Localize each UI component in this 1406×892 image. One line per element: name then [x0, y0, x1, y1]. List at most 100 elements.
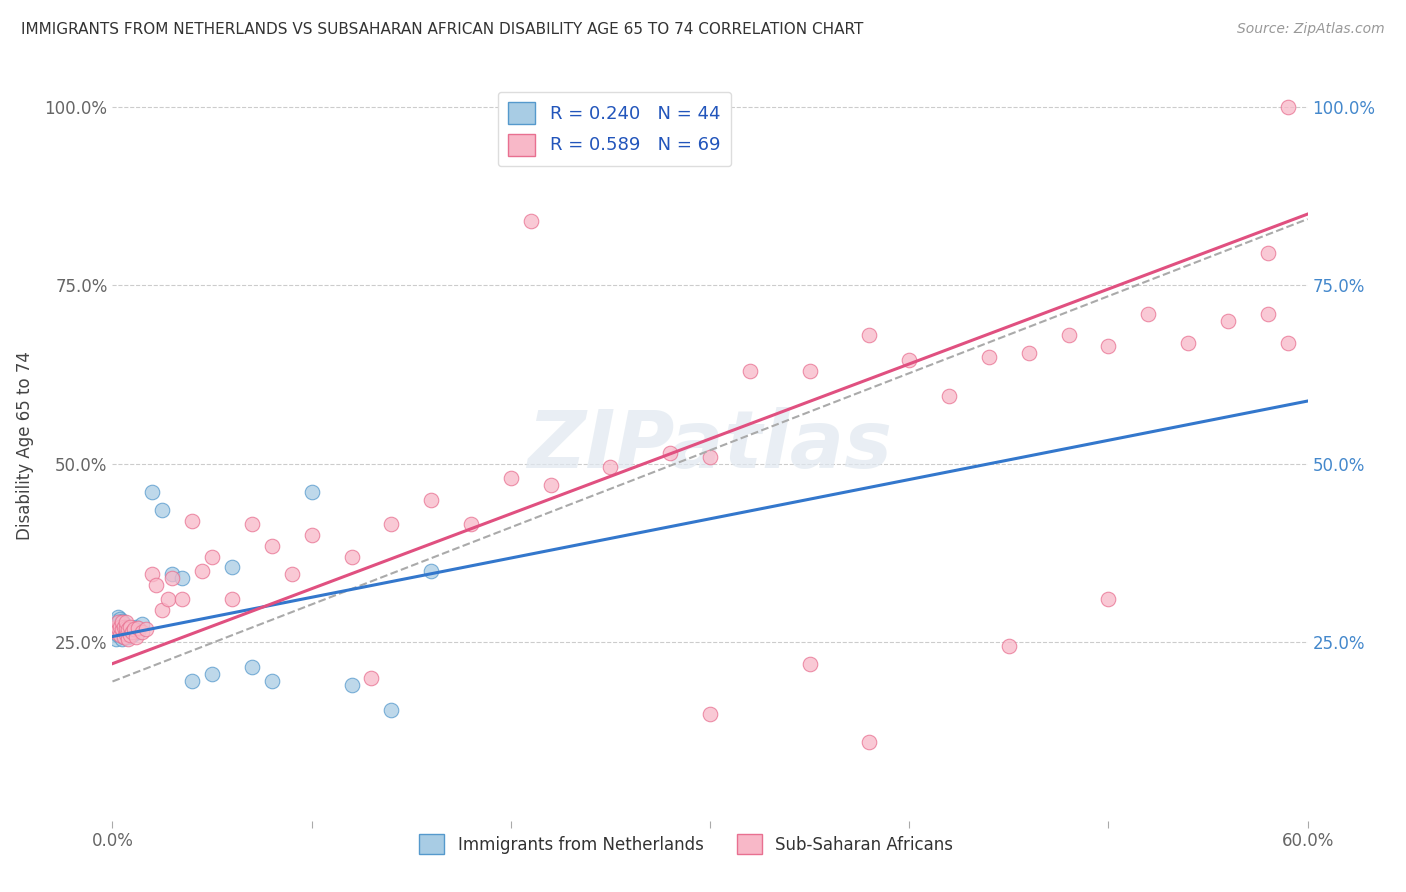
Point [107, 621, 129, 635]
Y-axis label: Disability Age 65 to 74: Disability Age 65 to 74 [15, 351, 34, 541]
Point [107, 615, 129, 630]
Point [162, 571, 183, 585]
Point [738, 364, 761, 378]
Point [120, 619, 142, 633]
Point [380, 517, 402, 532]
Legend: Immigrants from Netherlands, Sub-Saharan Africans: Immigrants from Netherlands, Sub-Saharan… [412, 828, 960, 861]
Point [659, 446, 682, 460]
Point [110, 617, 132, 632]
Point [117, 623, 139, 637]
Point [221, 592, 243, 607]
Point [141, 485, 163, 500]
Point [107, 610, 129, 624]
Point [111, 632, 134, 646]
Point [599, 460, 621, 475]
Point [111, 614, 134, 628]
Point [120, 628, 142, 642]
Point [121, 628, 143, 642]
Point [799, 364, 821, 378]
Point [460, 517, 482, 532]
Point [103, 624, 125, 639]
Point [1097, 339, 1119, 353]
Point [110, 623, 132, 637]
Point [162, 567, 183, 582]
Point [125, 619, 148, 633]
Point [111, 626, 134, 640]
Point [111, 619, 134, 633]
Point [520, 214, 543, 228]
Point [281, 567, 304, 582]
Point [1277, 100, 1299, 114]
Point [240, 660, 263, 674]
Point [799, 657, 821, 671]
Point [221, 560, 243, 574]
Point [938, 389, 960, 403]
Point [420, 564, 443, 578]
Point [340, 549, 363, 564]
Point [114, 623, 135, 637]
Point [157, 592, 180, 607]
Text: Source: ZipAtlas.com: Source: ZipAtlas.com [1237, 22, 1385, 37]
Text: ZIPatlas: ZIPatlas [527, 407, 893, 485]
Point [117, 623, 139, 637]
Point [131, 617, 153, 632]
Point [114, 630, 135, 644]
Point [858, 735, 880, 749]
Point [301, 485, 323, 500]
Point [898, 353, 921, 368]
Point [1257, 307, 1279, 321]
Point [1277, 335, 1299, 350]
Point [1177, 335, 1199, 350]
Point [201, 667, 224, 681]
Point [1257, 246, 1279, 260]
Point [110, 628, 132, 642]
Point [110, 628, 132, 642]
Text: IMMIGRANTS FROM NETHERLANDS VS SUBSAHARAN AFRICAN DISABILITY AGE 65 TO 74 CORREL: IMMIGRANTS FROM NETHERLANDS VS SUBSAHARA… [21, 22, 863, 37]
Point [1137, 307, 1160, 321]
Point [111, 623, 134, 637]
Point [260, 674, 283, 689]
Point [127, 621, 149, 635]
Point [977, 350, 1000, 364]
Point [111, 615, 134, 630]
Point [135, 623, 157, 637]
Point [380, 703, 402, 717]
Point [105, 621, 128, 635]
Point [191, 564, 214, 578]
Point [340, 678, 363, 692]
Point [121, 624, 143, 639]
Point [540, 478, 562, 492]
Point [107, 615, 129, 630]
Point [117, 630, 139, 644]
Point [124, 623, 146, 637]
Point [114, 619, 135, 633]
Point [181, 674, 204, 689]
Point [107, 621, 129, 635]
Point [172, 571, 194, 585]
Point [115, 619, 138, 633]
Point [105, 614, 128, 628]
Point [172, 592, 194, 607]
Point [110, 619, 132, 633]
Point [150, 503, 173, 517]
Point [240, 517, 263, 532]
Point [105, 624, 128, 639]
Point [420, 492, 443, 507]
Point [105, 632, 128, 646]
Point [114, 630, 135, 644]
Point [114, 617, 135, 632]
Point [124, 623, 146, 637]
Point [115, 626, 138, 640]
Point [201, 549, 224, 564]
Point [121, 621, 143, 635]
Point [699, 450, 721, 464]
Point [103, 621, 125, 635]
Point [150, 603, 173, 617]
Point [1216, 314, 1239, 328]
Point [360, 671, 382, 685]
Point [301, 528, 323, 542]
Point [1018, 346, 1040, 360]
Point [181, 514, 204, 528]
Point [115, 626, 138, 640]
Point [998, 639, 1021, 653]
